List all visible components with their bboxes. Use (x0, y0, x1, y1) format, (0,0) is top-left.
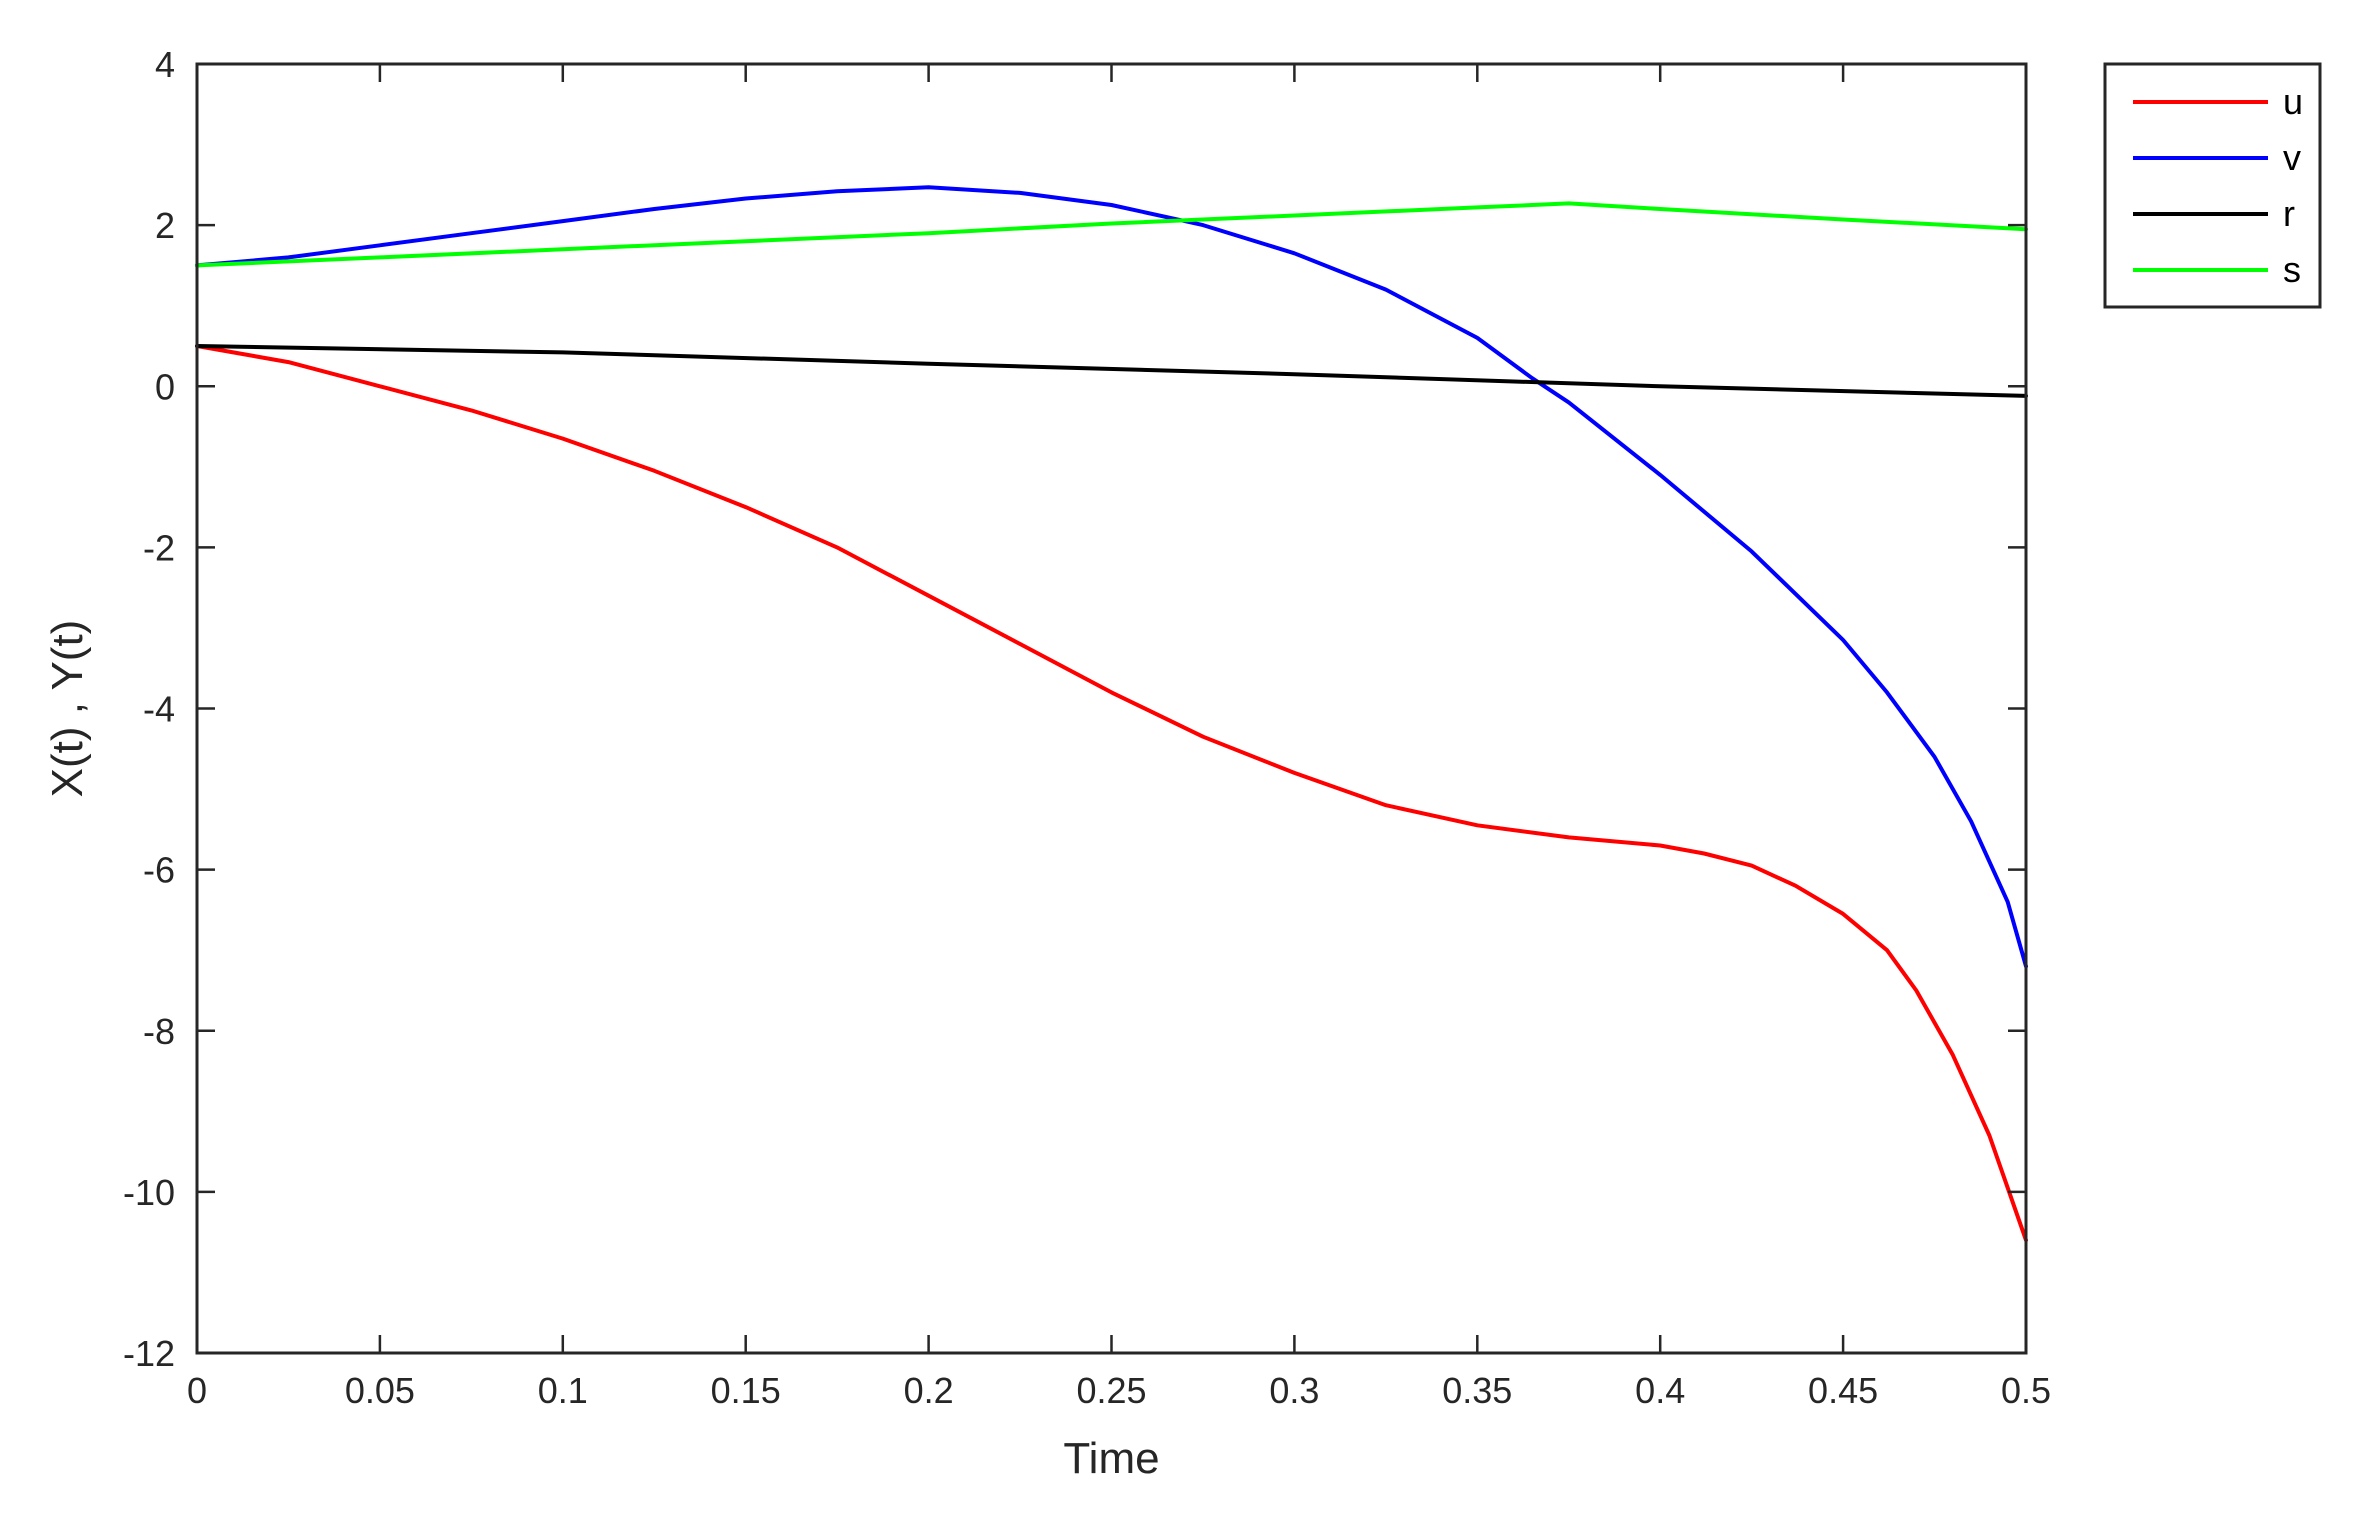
axis-ticks: 0 0.05 0.1 0.15 0.2 0.25 0.3 0.35 0.4 0.45 0.5420-… (123, 44, 2051, 1411)
y-tick-label: -6 (143, 850, 175, 891)
x-tick-label: 0 (187, 1370, 207, 1411)
legend-label-r: r (2283, 193, 2295, 234)
legend-label-s: s (2283, 249, 2301, 290)
y-tick-label: -2 (143, 527, 175, 568)
x-axis-title: Time (1063, 1434, 1159, 1483)
y-tick-label: -12 (123, 1333, 175, 1374)
y-tick-label: -8 (143, 1011, 175, 1052)
x-tick-label: 0.2 (904, 1370, 954, 1411)
series-line-r (195, 344, 2028, 398)
y-tick-label: -10 (123, 1172, 175, 1213)
y-tick-label: -4 (143, 689, 175, 730)
x-tick-label: 0.35 (1442, 1370, 1512, 1411)
y-tick-label: 2 (155, 205, 175, 246)
legend-label-u: u (2283, 81, 2303, 122)
series-line-s (195, 201, 2028, 268)
x-tick-label: 0.15 (711, 1370, 781, 1411)
x-tick-label: 0.5 (2001, 1370, 2051, 1411)
legend-box (2103, 62, 2322, 309)
x-tick-label: 0.45 (1808, 1370, 1878, 1411)
series-line-u (195, 344, 2028, 1243)
y-axis-title: X(t) , Y(t) (43, 620, 92, 798)
x-tick-label: 0.4 (1635, 1370, 1685, 1411)
x-tick-label: 0.3 (1269, 1370, 1319, 1411)
y-tick-label: 0 (155, 366, 175, 407)
series-line-v (195, 185, 2028, 969)
y-tick-label: 4 (155, 44, 175, 85)
x-tick-label: 0.1 (538, 1370, 588, 1411)
legend-label-v: v (2283, 137, 2301, 178)
x-tick-label: 0.05 (345, 1370, 415, 1411)
x-tick-label: 0.25 (1076, 1370, 1146, 1411)
series-layer (195, 185, 2028, 1243)
